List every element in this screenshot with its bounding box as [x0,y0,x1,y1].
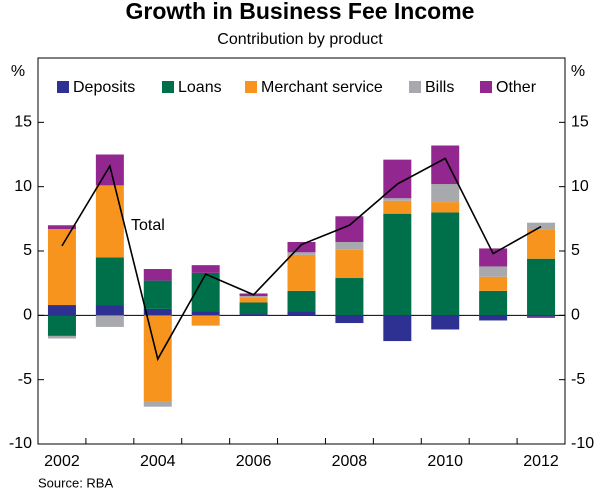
bar-segment [239,296,268,298]
bar-segment [383,198,412,201]
bar-segment [479,266,508,277]
legend-label: Merchant service [261,79,383,96]
x-tick-label: 2008 [332,453,368,470]
bar-segment [239,297,268,303]
y2-tick-label: 15 [571,114,589,131]
bar-segment [287,290,316,312]
y-tick-label: -5 [18,371,32,388]
chart-title: Growth in Business Fee Income [126,0,475,24]
legend-swatch [162,81,174,93]
legend-swatch [480,81,492,93]
x-tick-label: 2012 [523,453,559,470]
y-tick-label: 5 [23,242,32,259]
bar-segment [335,315,364,324]
bar-segment [335,278,364,316]
bar-segment [95,154,124,186]
y2-tick-label: 5 [571,242,580,259]
bar-segment [527,222,556,230]
bar-segment [191,265,220,273]
x-tick-label: 2002 [44,453,80,470]
y2-tick-label: 10 [571,178,589,195]
legend-label: Loans [178,79,222,96]
bar-segment [479,276,508,291]
bar-segment [527,316,556,318]
bar-segment [527,229,556,259]
y2-tick-label: -10 [571,435,594,452]
bar-segment [143,280,172,309]
bar-segment [431,315,460,330]
legend-label: Other [496,79,537,96]
bar-segment [47,229,76,306]
bar-segment [143,401,172,407]
bar-segment [383,200,412,214]
bar-segment [527,258,556,316]
y2-tick-label: -5 [571,371,585,388]
bar-segment [95,305,124,316]
y-tick-label: 15 [14,114,32,131]
bar-segment [191,311,220,316]
y2-tick-label: 0 [571,307,580,324]
bar-segment [383,315,412,342]
legend-swatch [409,81,421,93]
bar-segment [479,315,508,321]
bar-segment [143,269,172,281]
bar-segment [335,241,364,250]
bar-segment [287,252,316,255]
x-tick-label: 2006 [236,453,272,470]
total-line [61,157,542,362]
bar-segment [431,184,460,203]
bar-segment [143,308,172,316]
bar-segment [527,315,556,317]
y-tick-label: 0 [23,307,32,324]
bar-segment [47,335,76,339]
bar-segment [47,315,76,336]
legend-label: Bills [425,79,454,96]
bar-segment [431,202,460,213]
bar-segment [287,241,316,253]
x-tick-label: 2004 [140,453,176,470]
bar-segment [383,213,412,316]
y-tick-label: -10 [9,435,32,452]
bar-segment [95,257,124,306]
bar-segment [479,248,508,267]
y-tick-label: 10 [14,178,32,195]
bar-segment [191,315,220,326]
line-annotation: Total [131,217,165,234]
bar-segment [239,314,268,316]
bar-segment [239,302,268,315]
bar-segment [287,311,316,316]
legend-swatch [245,81,257,93]
source: Source: RBA [38,475,113,490]
bar-segment [47,225,76,230]
bar-segment [431,212,460,316]
chart-subtitle: Contribution by product [217,31,383,48]
bar-segment [95,315,124,327]
x-tick-label: 2010 [427,453,463,470]
y2-axis-label: % [571,63,585,80]
bar-segment [335,249,364,279]
bar-segment [287,254,316,291]
bar-segment [479,290,508,316]
bar-segment [95,185,124,258]
legend-swatch [57,81,69,93]
legend-label: Deposits [73,79,135,96]
y-axis-label: % [11,63,25,80]
bar-segment [47,305,76,316]
